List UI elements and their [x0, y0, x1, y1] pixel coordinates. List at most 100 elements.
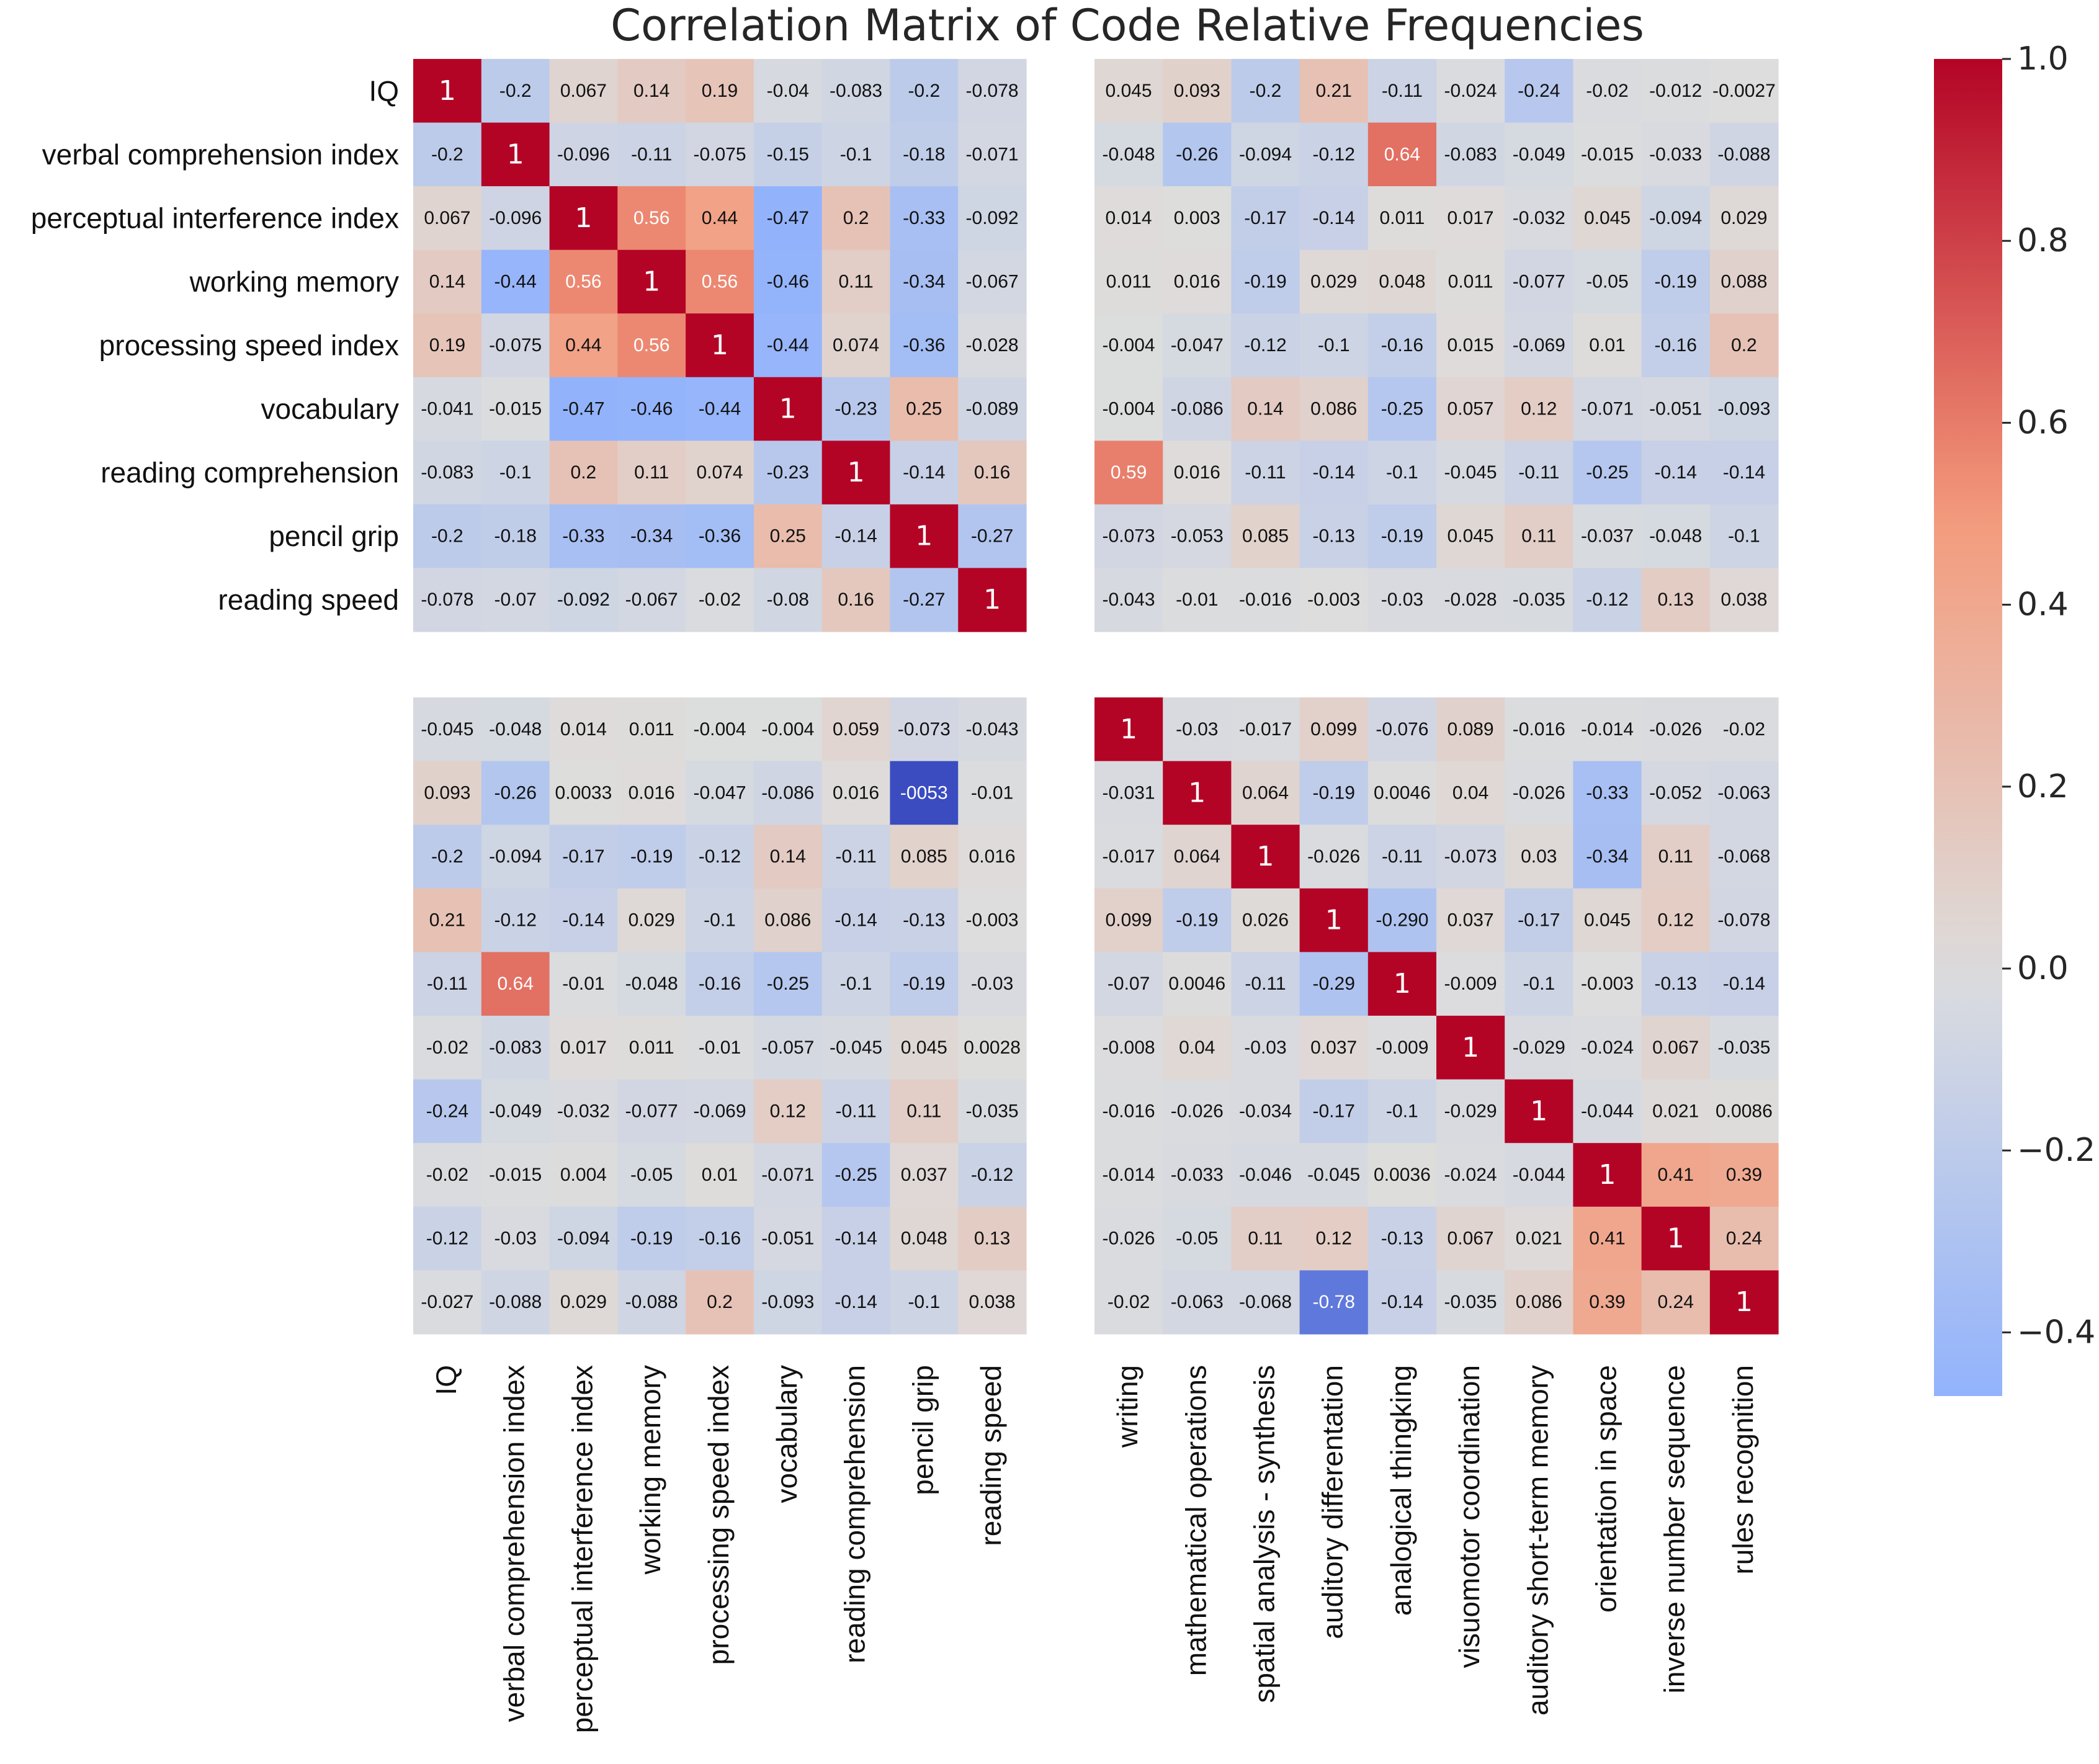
heatmap-cell [617, 888, 686, 952]
heatmap-cell [1367, 122, 1437, 187]
cell-value-label: -0.073 [1103, 526, 1155, 547]
heatmap-cell [890, 761, 959, 825]
cell-value-label: -0.092 [557, 589, 610, 610]
heatmap-cell [958, 122, 1027, 187]
heatmap-cell [481, 888, 550, 952]
column-label: rules recognition [1727, 1365, 1759, 1575]
cell-value-label: -0.19 [1381, 526, 1423, 547]
heatmap-cell [1573, 825, 1642, 889]
heatmap-cell [1505, 825, 1573, 889]
heatmap-cell [1709, 1270, 1779, 1335]
cell-value-label: -0.17 [1313, 1101, 1355, 1121]
heatmap-cell [1573, 1016, 1642, 1080]
heatmap-cell [1367, 249, 1437, 314]
heatmap-cell [753, 377, 823, 441]
heatmap-cell [1367, 568, 1437, 632]
heatmap-cell [1505, 504, 1573, 569]
heatmap-cell [1505, 697, 1573, 762]
cell-value-label: -0.2 [431, 846, 463, 867]
heatmap-cell [1436, 1143, 1505, 1207]
cell-value-label: 1 [1325, 905, 1343, 936]
cell-value-label: -0.052 [1649, 782, 1702, 803]
heatmap-cell [1709, 249, 1779, 314]
heatmap-cell [1163, 377, 1232, 441]
cell-value-label: -0.12 [426, 1229, 468, 1249]
cell-value-label: 0.14 [770, 846, 806, 867]
cell-value-label: -0.049 [1513, 144, 1565, 164]
cell-value-label: -0.048 [1649, 526, 1702, 547]
cell-value-label: -0.13 [903, 910, 945, 931]
cell-value-label: 0.016 [1174, 271, 1220, 292]
heatmap-cell [549, 1079, 618, 1144]
cell-value-label: -0.19 [630, 846, 673, 867]
heatmap-cell [1299, 1143, 1369, 1207]
row-label: vocabulary [261, 393, 399, 425]
cell-value-label: -0.029 [1444, 1101, 1497, 1121]
heatmap-cell [890, 1079, 959, 1144]
cell-value-label: -0.043 [1103, 589, 1155, 610]
heatmap-cell [890, 952, 959, 1016]
cell-value-label: -0.026 [1649, 719, 1702, 740]
heatmap-cell [1709, 697, 1779, 762]
heatmap-cell [1163, 441, 1232, 505]
cell-value-label: -0.19 [1176, 910, 1218, 931]
cell-value-label: -0.008 [1103, 1037, 1155, 1058]
heatmap-cell [549, 1016, 618, 1080]
heatmap-cell [1094, 952, 1163, 1016]
cell-value-label: 0.24 [1658, 1292, 1694, 1312]
cell-value-label: -0.34 [630, 526, 673, 547]
heatmap-cell [1231, 1079, 1300, 1144]
row-label: IQ [369, 74, 399, 107]
heatmap-cell [1709, 1143, 1779, 1207]
cell-value-label: 0.0033 [555, 782, 612, 803]
cell-value-label: -0.1 [1386, 1101, 1418, 1121]
cell-value-label: 0.19 [429, 335, 465, 356]
heatmap-cell [481, 59, 550, 123]
cell-value-label: 0.045 [1448, 526, 1494, 547]
heatmap-cell [1163, 59, 1232, 123]
heatmap-cell [1367, 377, 1437, 441]
heatmap-cell [1231, 441, 1300, 505]
column-label: orientation in space [1590, 1365, 1622, 1613]
cell-value-label: -0.004 [761, 719, 814, 740]
heatmap-cell [1709, 441, 1779, 505]
cell-value-label: -0.068 [1239, 1292, 1292, 1312]
cell-value-label: -0.068 [1717, 846, 1770, 867]
cell-value-label: 1 [779, 393, 797, 425]
cell-value-label: -0.075 [693, 144, 746, 164]
heatmap-cell [821, 825, 891, 889]
column-label: processing speed index [702, 1365, 735, 1665]
cell-value-label: -0.12 [1244, 335, 1286, 356]
heatmap-cell [958, 952, 1027, 1016]
heatmap-cell [481, 504, 550, 569]
cell-value-label: 0.44 [565, 335, 601, 356]
cell-value-label: -0.083 [830, 81, 882, 101]
heatmap-cell [1505, 186, 1573, 251]
heatmap-cell [1163, 1016, 1232, 1080]
heatmap-cell [1641, 568, 1711, 632]
cell-value-label: -0.032 [557, 1101, 610, 1121]
heatmap-cell [549, 377, 618, 441]
cell-value-label: -0.016 [1239, 589, 1292, 610]
cell-value-label: -0.14 [1723, 974, 1765, 994]
cell-value-label: -0.27 [903, 589, 945, 610]
heatmap-cell [1505, 888, 1573, 952]
heatmap-cell [549, 313, 618, 378]
heatmap-cell [958, 59, 1027, 123]
heatmap-cell [549, 761, 618, 825]
heatmap-cell [821, 249, 891, 314]
cell-value-label: 0.074 [696, 462, 743, 483]
cell-value-label: -0.004 [693, 719, 746, 740]
cell-value-label: -0.13 [1381, 1229, 1423, 1249]
heatmap-cell [1573, 1270, 1642, 1335]
cell-value-label: -0.029 [1513, 1037, 1565, 1058]
cell-value-label: 0.56 [633, 208, 669, 228]
heatmap-cell [617, 249, 686, 314]
heatmap-cell [890, 1206, 959, 1271]
heatmap-cell [753, 825, 823, 889]
cell-value-label: 0.016 [1174, 462, 1220, 483]
cell-value-label: -0.003 [1581, 974, 1634, 994]
cell-value-label: -0.2 [908, 81, 940, 101]
cell-value-label: -0.19 [1244, 271, 1286, 292]
column-label: spatial analysis - synthesis [1248, 1365, 1281, 1703]
